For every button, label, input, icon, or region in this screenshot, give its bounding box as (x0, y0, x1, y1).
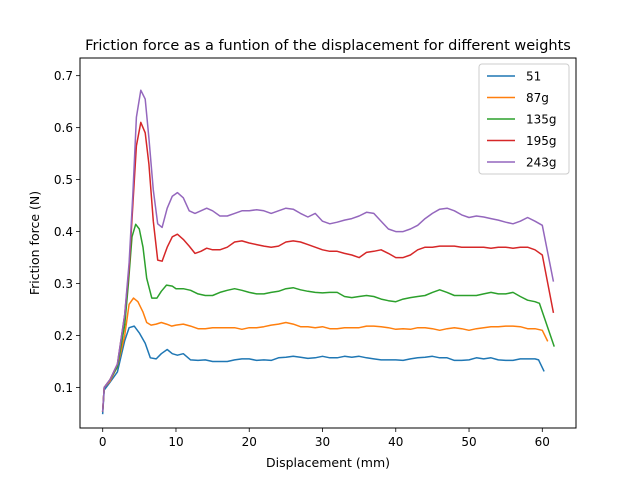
x-tick-label: 0 (99, 435, 107, 449)
y-tick-label: 0.7 (54, 69, 73, 83)
legend-label: 51 (526, 69, 541, 83)
x-tick-label: 20 (242, 435, 257, 449)
legend-label: 243g (526, 155, 557, 169)
x-axis: 0 10 20 30 40 50 60 (99, 428, 550, 449)
x-tick-label: 10 (168, 435, 183, 449)
chart-title: Friction force as a funtion of the displ… (85, 38, 571, 54)
y-tick-label: 0.3 (54, 277, 73, 291)
x-axis-label: Displacement (mm) (266, 455, 390, 470)
series-line-0 (101, 325, 545, 415)
y-tick-label: 0.4 (54, 225, 73, 239)
y-axis-label: Friction force (N) (27, 191, 42, 295)
y-tick-label: 0.6 (54, 121, 73, 135)
y-tick-label: 0.5 (54, 173, 73, 187)
legend-label: 195g (526, 134, 557, 148)
y-tick-label: 0.1 (54, 381, 73, 395)
legend: 51 87g 135g 195g 243g (478, 63, 570, 175)
legend-label: 87g (526, 91, 549, 105)
y-axis: 0.1 0.2 0.3 0.4 0.5 0.6 0.7 (54, 69, 80, 395)
series-line-4 (101, 89, 555, 412)
legend-label: 135g (526, 112, 557, 126)
x-tick-label: 40 (388, 435, 403, 449)
series-layer (101, 89, 555, 415)
x-tick-label: 50 (461, 435, 476, 449)
series-line-2 (101, 223, 555, 412)
series-line-1 (101, 297, 549, 412)
x-tick-label: 30 (315, 435, 330, 449)
plot-frame (79, 57, 577, 429)
plot-area (79, 57, 577, 429)
series-line-3 (101, 121, 555, 412)
y-tick-label: 0.2 (54, 329, 73, 343)
x-tick-label: 60 (535, 435, 550, 449)
legend-box (478, 63, 570, 175)
